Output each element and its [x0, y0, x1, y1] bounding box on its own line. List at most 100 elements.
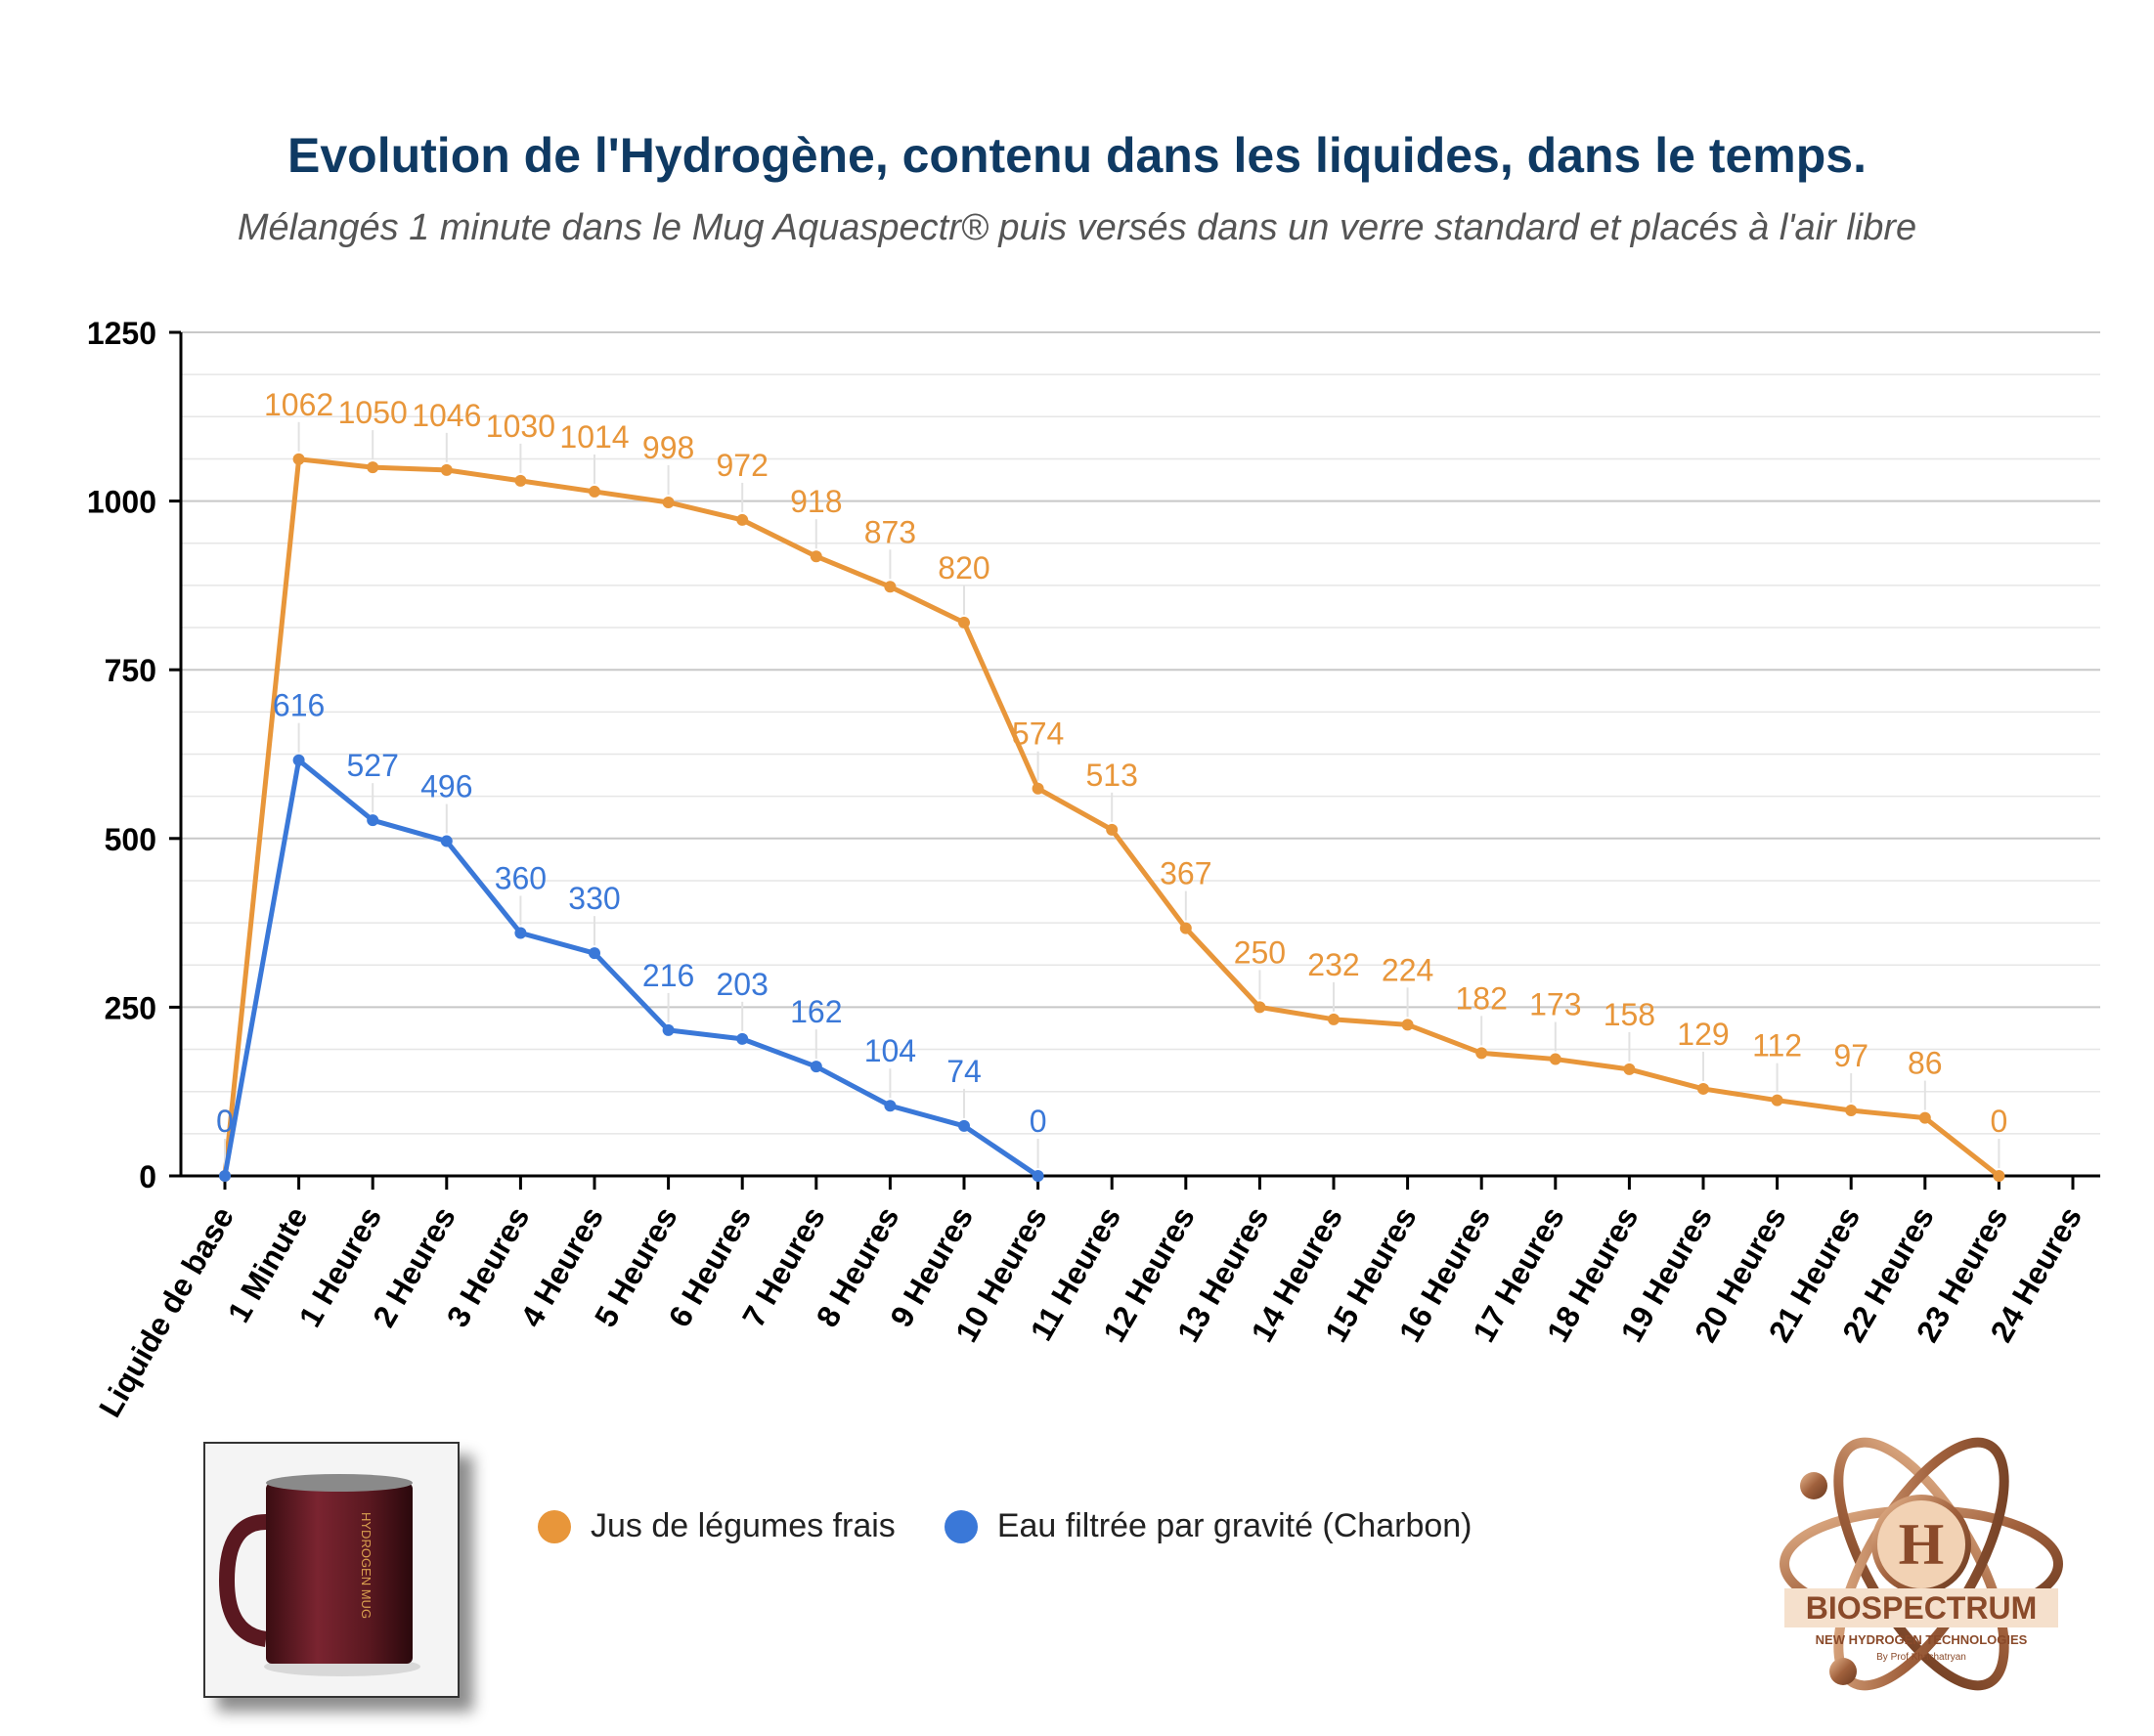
data-label: 1030	[486, 409, 555, 444]
data-point	[958, 1119, 970, 1132]
series-line-1	[222, 758, 1039, 1179]
data-point	[1771, 1094, 1783, 1107]
data-point	[589, 947, 600, 960]
data-label: 998	[642, 430, 694, 465]
x-tick-label: Liquide de base	[92, 1201, 241, 1423]
data-label: 873	[864, 514, 916, 549]
data-label: 216	[642, 958, 694, 993]
mug-illustration: HYDROGEN MUG	[218, 1474, 420, 1676]
data-point	[884, 1100, 897, 1112]
chart-title: Evolution de l'Hydrogène, contenu dans l…	[287, 128, 1867, 183]
data-label: 112	[1752, 1028, 1802, 1063]
data-label: 918	[790, 484, 842, 519]
data-label: 182	[1456, 980, 1508, 1016]
data-label: 0	[216, 1104, 234, 1139]
data-point	[810, 1061, 822, 1073]
data-point	[440, 463, 453, 476]
data-point	[1401, 1019, 1414, 1031]
legend-item-1: Eau filtrée par gravité (Charbon)	[944, 1507, 1473, 1545]
data-label: 360	[495, 860, 547, 895]
data-point	[1253, 1001, 1266, 1014]
data-label: 158	[1604, 997, 1655, 1032]
data-label: 250	[1234, 934, 1286, 970]
y-tick-label: 750	[105, 653, 156, 688]
data-point	[219, 1170, 231, 1182]
logo-byline: By Prof Khachatryan	[1876, 1652, 1966, 1663]
data-point	[1697, 1082, 1709, 1095]
data-label: 232	[1307, 947, 1359, 982]
legend-swatch-1	[944, 1509, 978, 1543]
data-label: 513	[1086, 758, 1138, 793]
data-label: 527	[347, 748, 399, 783]
data-point	[292, 453, 305, 465]
data-point	[1623, 1063, 1636, 1075]
data-label: 86	[1908, 1046, 1943, 1081]
mug-photo: HYDROGEN MUG	[203, 1442, 460, 1698]
legend-item-0: Jus de légumes frais	[538, 1507, 896, 1545]
data-label: 574	[1012, 716, 1064, 752]
data-point	[1328, 1013, 1340, 1025]
data-label: 74	[946, 1054, 982, 1089]
legend: Jus de légumes frais Eau filtrée par gra…	[538, 1507, 1521, 1545]
data-point	[810, 550, 822, 563]
y-tick-label: 1250	[87, 316, 156, 351]
data-point	[736, 1032, 749, 1045]
logo-name: BIOSPECTRUM	[1806, 1590, 2037, 1626]
data-point	[662, 496, 675, 508]
logo-letter: H	[1899, 1512, 1945, 1577]
data-point	[440, 835, 453, 847]
data-point	[1549, 1053, 1561, 1065]
data-point	[958, 616, 970, 629]
data-label: 1046	[412, 398, 481, 433]
atom-logo-graphic: H BIOSPECTRUM NEW HYDROGEN TECHNOLOGIES …	[1780, 1437, 2063, 1691]
data-label: 173	[1529, 987, 1581, 1022]
y-tick-label: 250	[105, 990, 156, 1025]
data-point	[589, 485, 600, 498]
legend-swatch-0	[538, 1509, 571, 1543]
data-point	[1918, 1111, 1931, 1124]
y-tick-label: 500	[105, 822, 156, 857]
data-label: 0	[1030, 1104, 1047, 1139]
data-label: 0	[1991, 1104, 2008, 1139]
data-point	[514, 927, 527, 939]
data-point	[736, 513, 749, 526]
legend-label-1: Eau filtrée par gravité (Charbon)	[996, 1507, 1473, 1544]
data-label: 1014	[559, 419, 629, 455]
data-point	[1993, 1170, 2005, 1182]
data-point	[292, 754, 305, 766]
data-point	[1845, 1105, 1858, 1117]
data-label: 97	[1833, 1038, 1868, 1073]
data-label: 330	[568, 881, 620, 916]
data-point	[514, 474, 527, 487]
data-point	[1475, 1047, 1488, 1060]
data-label: 972	[717, 448, 769, 483]
biospectrum-logo: H BIOSPECTRUM NEW HYDROGEN TECHNOLOGIES …	[1775, 1417, 2068, 1711]
y-tick-label: 0	[139, 1159, 156, 1194]
data-label: 203	[717, 967, 769, 1002]
legend-label-0: Jus de légumes frais	[591, 1507, 896, 1544]
data-label: 224	[1382, 952, 1433, 987]
data-point	[1179, 922, 1192, 934]
data-label: 1050	[338, 395, 408, 430]
logo-tagline: NEW HYDROGEN TECHNOLOGIES	[1816, 1632, 2028, 1647]
data-label: 496	[420, 769, 472, 804]
mug-text: HYDROGEN MUG	[359, 1512, 374, 1619]
data-point	[884, 581, 897, 593]
data-point	[1106, 823, 1119, 836]
data-point	[662, 1023, 675, 1036]
data-label: 0	[216, 1104, 234, 1139]
data-point	[367, 461, 379, 474]
chart-subtitle: Mélangés 1 minute dans le Mug Aquaspectr…	[237, 207, 1917, 248]
data-label: 367	[1160, 856, 1211, 891]
data-label: 162	[790, 994, 842, 1029]
data-label: 1062	[264, 387, 333, 422]
y-tick-label: 1000	[87, 485, 156, 520]
data-label: 616	[273, 688, 325, 723]
data-point	[1032, 1170, 1044, 1182]
data-point	[1032, 782, 1044, 795]
data-label: 104	[864, 1033, 916, 1068]
data-label: 820	[938, 550, 989, 586]
data-point	[367, 814, 379, 827]
data-label: 129	[1677, 1017, 1729, 1052]
